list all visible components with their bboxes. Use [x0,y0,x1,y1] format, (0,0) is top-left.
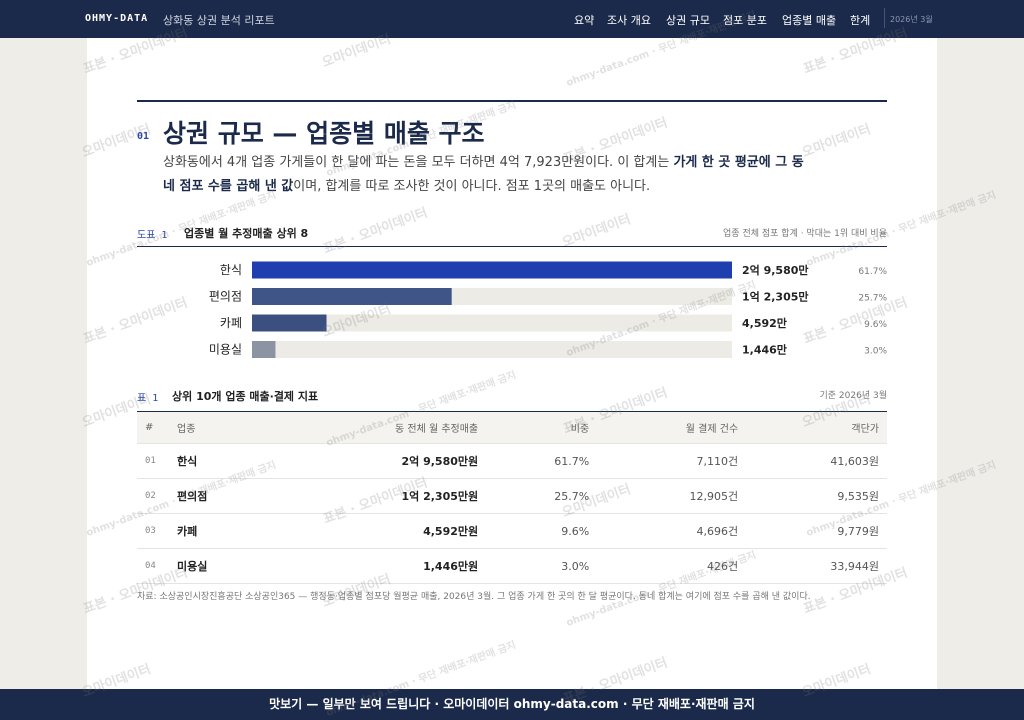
bar-track [252,314,732,332]
share-label: 3.0% [864,347,887,357]
table-cell: 1,446만원 [270,548,487,584]
column-header: 업종 [169,412,271,444]
table-row: 02 편의점 1억 2,305만원 25.7% 12,905건 9,535원 [137,478,887,514]
nav-link[interactable]: 요약 [574,14,595,27]
table-cell: 61.7% [486,443,598,479]
table-row: 03 카페 4,592만원 9.6% 4,696건 9,779원 [137,513,887,549]
nav-link[interactable]: 조사 개요 [607,14,651,27]
bar-track [252,341,732,358]
value-label: 4,592만 [742,316,787,330]
category-label: 편의점 [209,290,242,304]
table-row: 04 미용실 1,446만원 3.0% 426건 33,944원 [137,548,887,584]
nav-link[interactable]: 한계 [850,14,871,27]
section-number: 01 [137,131,150,142]
column-header: # [137,412,169,444]
table-cell: 1억 2,305만원 [270,478,487,514]
table-cell: 카페 [169,513,271,549]
footer-text: 맛보기 — 일부만 보여 드립니다 · 오마이데이터 ohmy-data.com… [269,697,755,711]
table-row: 01 한식 2억 9,580만원 61.7% 7,110건 41,603원 [137,443,887,479]
table-cell: 4,696건 [597,513,747,549]
table-cell: 04 [137,548,169,584]
category-label: 한식 [220,263,242,277]
table-cell: 01 [137,443,169,479]
table-cell: 3.0% [486,548,598,584]
footer-bar: 맛보기 — 일부만 보여 드립니다 · 오마이데이터 ohmy-data.com… [0,689,1024,720]
table-cell: 426건 [597,548,747,584]
bar [252,288,452,305]
table-cell: 7,110건 [597,443,747,479]
table-cell: 03 [137,513,169,549]
share-label: 9.6% [864,320,887,330]
top-bar: OHMY-DATA 상화동 상권 분석 리포트 2026년 3월 요약 조사 개요… [0,0,1024,38]
header-row: # 업종 동 전체 월 추정매출 비중 월 결제 건수 객단가 [137,412,887,444]
table-cell: 12,905건 [597,478,747,514]
date: 2026년 3월 [890,15,933,24]
bar [252,261,732,279]
brand: OHMY-DATA [85,13,149,24]
lead-text: 상화동에서 4개 업종 가게들이 한 달에 파는 돈을 모두 더하면 4억 7,… [163,155,674,170]
report-title: 상화동 상권 분석 리포트 [163,14,275,27]
table-cell: 41,603원 [746,443,887,479]
nav-link[interactable]: 상권 규모 [666,14,710,27]
lead-emphasis: 가게 한 곳 평균에 그 동네 점포 수를 곱해 낸 값 [163,155,804,194]
bar-chart: 한식 2억 9,580만 61.7% 편의점 1억 2,305만 25.7% 카페 4,592… [209,261,887,358]
share-label: 25.7% [858,294,887,304]
source-note: 자료: 소상공인시장진흥공단 소상공인365 — 행정동·업종별 점포당 월평균… [137,592,811,602]
category-label: 카페 [220,316,242,330]
table-note: 기준 2026년 3월 [819,391,887,401]
table-cell: 2억 9,580만원 [270,443,487,479]
table-label: 표 1 [137,393,159,404]
lead-text: 이며, 합계를 따로 조사한 것이 아니다. 점포 1곳의 매출도 아니다. [293,179,651,194]
figure-label: 도표 1 [137,230,168,241]
share-label: 61.7% [858,267,887,277]
figure-note: 업종 전체 점포 합계 · 막대는 1위 대비 비율 [723,229,887,239]
table-cell: 25.7% [486,478,598,514]
lead: 상화동에서 4개 업종 가게들이 한 달에 파는 돈을 모두 더하면 4억 7,… [163,151,813,199]
column-header: 비중 [486,412,598,444]
table-cell: 9,535원 [746,478,887,514]
bar [252,341,276,358]
bar [252,314,327,332]
category-label: 미용실 [209,343,242,357]
column-header: 월 결제 건수 [597,412,747,444]
column-header: 객단가 [746,412,887,444]
table-cell: 9,779원 [746,513,887,549]
value-label: 2억 9,580만 [742,263,809,277]
table-cell: 4,592만원 [270,513,487,549]
table-cell: 02 [137,478,169,514]
table-cell: 편의점 [169,478,271,514]
table-cell: 33,944원 [746,548,887,584]
data-table: # 업종 동 전체 월 추정매출 비중 월 결제 건수 객단가 01 한식 2억 9,580만원… [137,412,887,584]
section-title: 상권 규모 — 업종별 매출 구조 [163,119,485,148]
table-cell: 한식 [169,443,271,479]
value-label: 1억 2,305만 [742,290,809,304]
nav-link[interactable]: 업종별 매출 [782,14,837,27]
figure-title: 업종별 월 추정매출 상위 8 [184,227,309,240]
nav-link[interactable]: 점포 분포 [723,14,767,27]
value-label: 1,446만 [742,343,787,357]
table-cell: 미용실 [169,548,271,584]
column-header: 동 전체 월 추정매출 [270,412,487,444]
table-cell: 9.6% [486,513,598,549]
table-title: 상위 10개 업종 매출·결제 지표 [172,390,319,403]
